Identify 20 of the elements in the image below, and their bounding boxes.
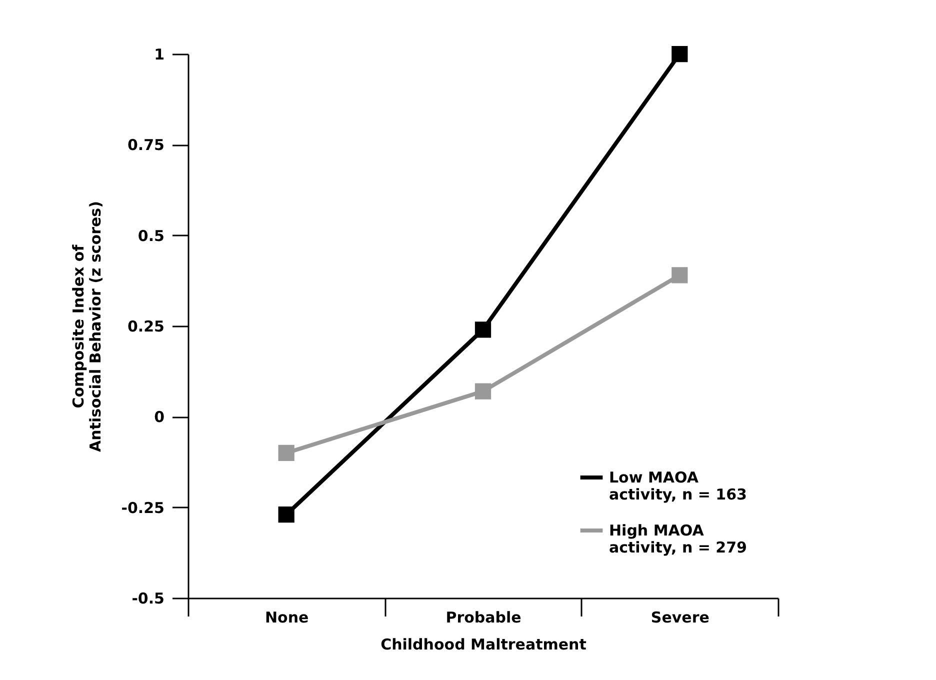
legend-label: High MAOA activity, n = 279 — [609, 522, 747, 556]
legend-label: Low MAOA activity, n = 163 — [609, 468, 747, 504]
point — [278, 506, 294, 523]
point — [672, 46, 688, 62]
y-tick-label: -0.25 — [121, 498, 164, 517]
y-tick-label: 1 — [154, 46, 164, 64]
y-tick-label: 0 — [154, 408, 164, 426]
y-axis-title: Composite Index of Antisocial Behavior (z scores) — [69, 201, 104, 452]
x-axis-title: Childhood Maltreatment — [380, 636, 586, 654]
x-tick-label: None — [264, 608, 309, 626]
y-tick-label: 0.25 — [127, 318, 164, 336]
point — [474, 322, 492, 338]
x-tick-label: Severe — [650, 608, 710, 626]
point — [672, 267, 688, 284]
point — [474, 383, 492, 400]
y-tick-label: 0.75 — [127, 136, 164, 154]
x-tick-label: Probable — [446, 608, 522, 626]
y-tick-label: 0.5 — [138, 226, 164, 245]
y-tick-label: -0.5 — [132, 590, 164, 608]
point — [278, 444, 294, 461]
